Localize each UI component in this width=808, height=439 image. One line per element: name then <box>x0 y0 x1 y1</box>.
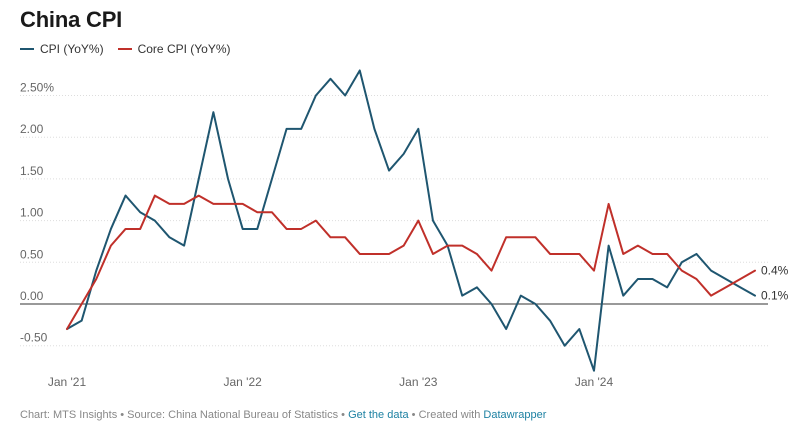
legend-swatch-core-cpi <box>117 48 132 50</box>
y-tick-label: 0.00 <box>20 289 44 303</box>
cpi-end-label: 0.1% <box>761 289 789 303</box>
line-chart: 2.50% 2.00 1.50 1.00 0.50 0.00 -0.50 Jan '21 Jan… <box>20 69 789 389</box>
legend-label-cpi: CPI (YoY%) <box>40 42 104 56</box>
y-tick-label: 1.50 <box>20 164 44 178</box>
core-cpi-series-line <box>66 194 756 331</box>
footer-source: Chart: MTS Insights • Source: China Nati… <box>20 409 349 421</box>
legend-swatch-cpi <box>20 48 34 50</box>
x-tick-label: Jan '23 <box>399 375 438 389</box>
y-tick-label: 2.50% <box>20 81 54 95</box>
legend-item-core-cpi: Core CPI (YoY%) <box>117 42 231 56</box>
y-tick-label: 1.00 <box>20 206 44 220</box>
x-tick-label: Jan '22 <box>223 375 262 389</box>
datawrapper-link[interactable]: Datawrapper <box>483 409 547 421</box>
legend-label-core-cpi: Core CPI (YoY%) <box>137 42 231 56</box>
cpi-series-line <box>66 69 756 372</box>
legend-item-cpi: CPI (YoY%) <box>20 42 104 56</box>
footer: Chart: MTS Insights • Source: China Nati… <box>20 409 546 421</box>
y-tick-label: 0.50 <box>20 247 44 261</box>
chart-title: China CPI <box>20 7 123 32</box>
core-cpi-end-label: 0.4% <box>761 264 789 278</box>
y-tick-label: -0.50 <box>20 331 48 345</box>
y-tick-label: 2.00 <box>20 122 44 136</box>
footer-created-with: • Created with <box>408 409 484 421</box>
get-the-data-link[interactable]: Get the data <box>348 409 409 421</box>
legend: CPI (YoY%) Core CPI (YoY%) <box>20 42 231 56</box>
x-tick-label: Jan '21 <box>48 375 87 389</box>
x-tick-label: Jan '24 <box>575 375 614 389</box>
